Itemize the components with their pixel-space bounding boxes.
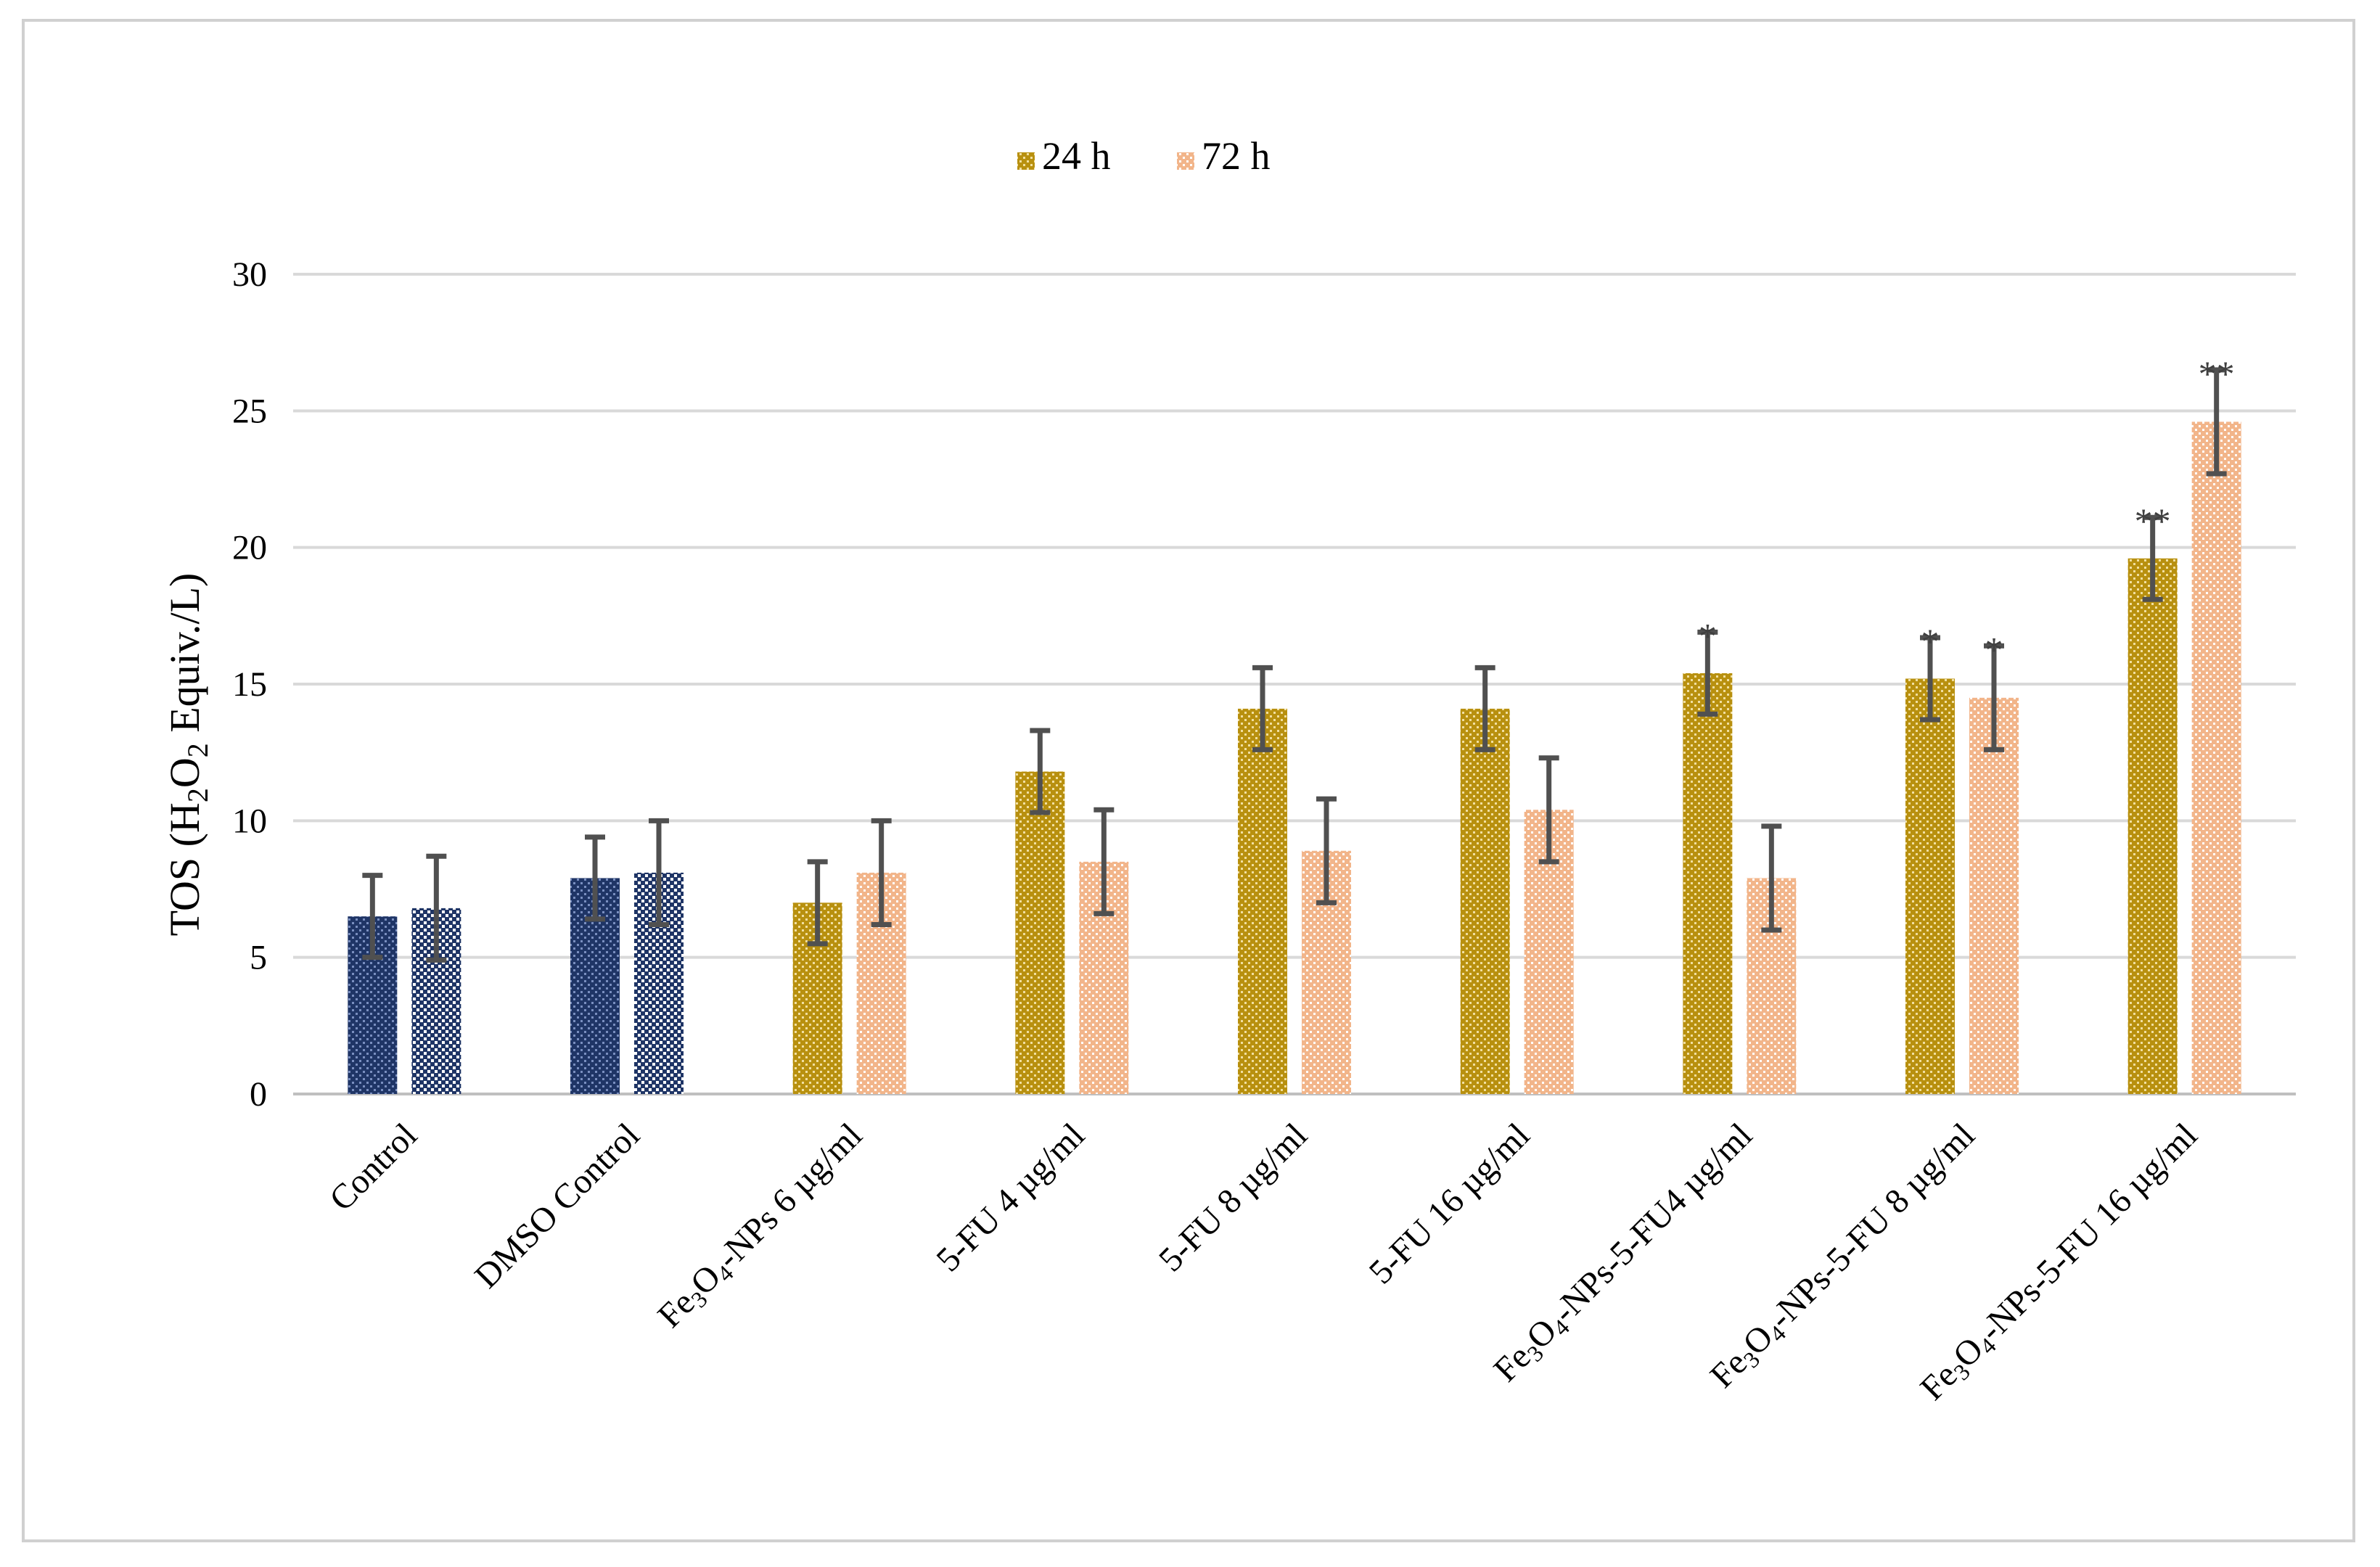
x-tick-label: 5-FU 8 µg/ml [1152,1116,1315,1279]
significance-marker: * [1699,615,1717,656]
error-bar [585,834,605,922]
bar-24h [1683,673,1733,1094]
error-bar [362,873,383,961]
y-tick-label: 20 [232,529,267,567]
bar-72h [2191,421,2241,1094]
bar-24h [1015,771,1065,1094]
bar-24h [2127,558,2178,1094]
significance-marker: * [1985,629,2003,670]
error-bar [1093,807,1115,916]
grid-lines [293,273,2296,1095]
error-bar [807,859,828,947]
x-tick-label: Fe3O4-NPs-5-FU 8 µg/ml [1703,1116,1985,1397]
error-bar [1920,635,1940,723]
error-bar [1538,755,1559,865]
bars [348,421,2241,1094]
legend-swatch-24h [1017,152,1035,170]
error-bar [871,818,892,927]
x-tick-label: 5-FU 4 µg/ml [929,1116,1092,1279]
error-bar [1474,665,1495,752]
significance-marker: * [1921,621,1940,662]
y-tick-label: 30 [232,255,267,294]
chart-frame: 0 5 10 15 20 25 30 * * * ** ** Control DMSO Control… [22,19,2355,1542]
significance-markers: * * ***** [1699,353,2235,670]
significance-marker: ** [2199,353,2235,394]
y-tick-label: 5 [250,939,267,977]
error-bar [1316,796,1337,905]
error-bar [1697,629,1718,717]
error-bar [2206,367,2227,477]
bar-24h [1238,708,1287,1094]
y-tick-label: 15 [232,665,267,704]
y-axis-title: TOS (H2O2 Equiv./L) [161,573,214,937]
bar-24h [1460,708,1510,1094]
y-tick-label: 10 [232,802,267,840]
legend: 24 h 72 h [1017,134,1271,178]
error-bar [1252,665,1273,752]
significance-marker: ** [2135,501,2171,541]
bar-24h [1905,678,1955,1094]
y-tick-label: 0 [250,1075,267,1114]
y-axis-ticks: 0 5 10 15 20 25 30 [232,255,267,1114]
error-bars [362,367,2227,963]
x-tick-label: Fe3O4-NPs 6 µg/ml [650,1116,871,1337]
x-tick-label: DMSO Control [467,1116,647,1296]
error-bar [1984,643,2004,752]
error-bar [649,818,669,927]
legend-label-72h: 72 h [1202,134,1271,178]
x-tick-label: 5-FU 16 µg/ml [1362,1116,1538,1291]
y-tick-label: 25 [232,392,267,430]
legend-label-24h: 24 h [1042,134,1111,178]
legend-swatch-72h [1177,152,1194,170]
error-bar [2142,514,2163,602]
x-tick-label: Control [322,1116,424,1218]
error-bar [426,853,447,963]
error-bar [1761,823,1782,933]
bar-72h [1969,697,2019,1094]
error-bar [1030,728,1051,815]
